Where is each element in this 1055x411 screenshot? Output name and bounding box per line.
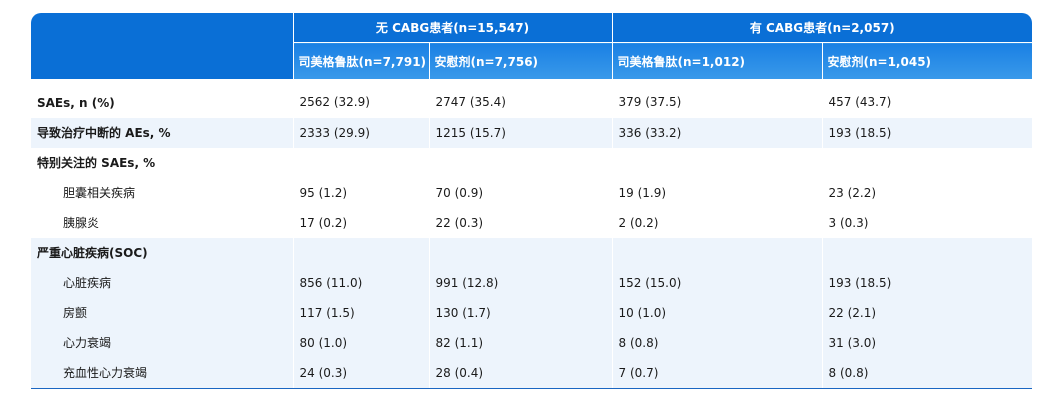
header-semaglutide-no-cabg: 司美格鲁肽(n=7,791): [292, 42, 429, 79]
table-header: 无 CABG患者(n=15,547) 有 CABG患者(n=2,057) 司美格…: [31, 13, 1033, 80]
cell-value: 31 (3.0): [821, 327, 1033, 358]
cell-value: 130 (1.7): [428, 297, 612, 328]
cell-value: [611, 147, 822, 178]
header-placebo-no-cabg: 安慰剂(n=7,756): [428, 42, 612, 79]
cell-value: 82 (1.1): [428, 327, 612, 358]
cell-value: 10 (1.0): [611, 297, 822, 328]
row-label: 房颤: [31, 297, 293, 328]
table-row: 严重心脏疾病(SOC): [31, 237, 1033, 268]
cell-value: 3 (0.3): [821, 207, 1033, 238]
row-label: 心力衰竭: [31, 327, 293, 358]
table-row: 导致治疗中断的 AEs, % 2333 (29.9) 1215 (15.7) 3…: [31, 117, 1033, 148]
row-label: 胆囊相关疾病: [63, 186, 136, 200]
safety-table: 无 CABG患者(n=15,547) 有 CABG患者(n=2,057) 司美格…: [31, 13, 1033, 389]
header-corner: [31, 13, 293, 80]
cell-value: [428, 237, 612, 268]
row-label: 导致治疗中断的 AEs, %: [31, 117, 293, 148]
cell-value: 193 (18.5): [821, 117, 1033, 148]
cell-value: 19 (1.9): [611, 177, 822, 208]
cell-value: 193 (18.5): [821, 267, 1033, 298]
cell-value: [821, 147, 1033, 178]
header-group-cabg: 有 CABG患者(n=2,057): [611, 13, 1033, 43]
table-row: 充血性心力衰竭 24 (0.3) 28 (0.4) 7 (0.7) 8 (0.8…: [31, 357, 1033, 389]
header-placebo-cabg: 安慰剂(n=1,045): [821, 42, 1033, 79]
cell-value: 23 (2.2): [821, 177, 1033, 208]
section-label: 严重心脏疾病(SOC): [31, 237, 293, 268]
cell-value: 8 (0.8): [821, 357, 1033, 389]
table-body: SAEs, n (%) 2562 (32.9) 2747 (35.4) 379 …: [31, 79, 1033, 389]
row-label: SAEs, n (%): [37, 95, 115, 110]
row-label: 心脏疾病: [31, 267, 293, 298]
cell-value: 457 (43.7): [821, 79, 1033, 118]
row-label: 充血性心力衰竭: [31, 357, 293, 389]
cell-value: 22 (0.3): [428, 207, 612, 238]
cell-value: 117 (1.5): [292, 297, 429, 328]
cell-value: 2562 (32.9): [292, 79, 429, 118]
table-row: 特别关注的 SAEs, %: [31, 147, 1033, 178]
header-semaglutide-cabg: 司美格鲁肽(n=1,012): [611, 42, 822, 79]
cell-value: 336 (33.2): [611, 117, 822, 148]
cell-value: 8 (0.8): [611, 327, 822, 358]
cell-value: [292, 147, 429, 178]
row-label: 胰腺炎: [63, 216, 100, 230]
cell-value: 856 (11.0): [292, 267, 429, 298]
table-row: 心脏疾病 856 (11.0) 991 (12.8) 152 (15.0) 19…: [31, 267, 1033, 298]
table-row: 心力衰竭 80 (1.0) 82 (1.1) 8 (0.8) 31 (3.0): [31, 327, 1033, 358]
cell-value: 2333 (29.9): [292, 117, 429, 148]
cell-value: [611, 237, 822, 268]
cell-value: 70 (0.9): [428, 177, 612, 208]
table-row: 胆囊相关疾病 95 (1.2) 70 (0.9) 19 (1.9) 23 (2.…: [31, 177, 1033, 208]
cell-value: 80 (1.0): [292, 327, 429, 358]
cell-value: 991 (12.8): [428, 267, 612, 298]
cell-value: [821, 237, 1033, 268]
cell-value: [292, 237, 429, 268]
cell-value: 17 (0.2): [292, 207, 429, 238]
cell-value: 2747 (35.4): [428, 79, 612, 118]
cell-value: 379 (37.5): [611, 79, 822, 118]
cell-value: 1215 (15.7): [428, 117, 612, 148]
section-label: 特别关注的 SAEs, %: [37, 156, 156, 170]
table-row: 房颤 117 (1.5) 130 (1.7) 10 (1.0) 22 (2.1): [31, 297, 1033, 328]
cell-value: [428, 147, 612, 178]
cell-value: 152 (15.0): [611, 267, 822, 298]
cell-value: 2 (0.2): [611, 207, 822, 238]
safety-table-container: 无 CABG患者(n=15,547) 有 CABG患者(n=2,057) 司美格…: [31, 13, 1033, 389]
table-row: SAEs, n (%) 2562 (32.9) 2747 (35.4) 379 …: [31, 79, 1033, 118]
header-group-no-cabg: 无 CABG患者(n=15,547): [292, 13, 612, 43]
cell-value: 28 (0.4): [428, 357, 612, 389]
cell-value: 22 (2.1): [821, 297, 1033, 328]
cell-value: 24 (0.3): [292, 357, 429, 389]
table-row: 胰腺炎 17 (0.2) 22 (0.3) 2 (0.2) 3 (0.3): [31, 207, 1033, 238]
cell-value: 95 (1.2): [292, 177, 429, 208]
cell-value: 7 (0.7): [611, 357, 822, 389]
